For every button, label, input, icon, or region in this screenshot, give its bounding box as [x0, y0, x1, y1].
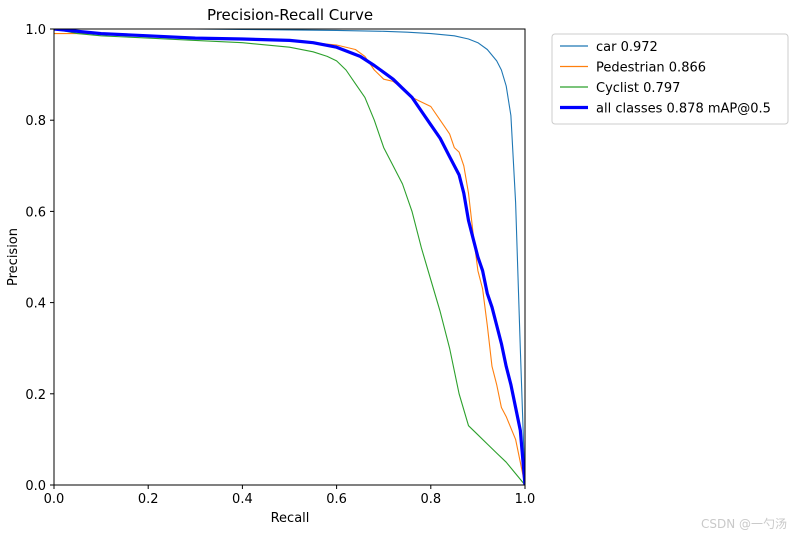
y-tick-label: 0.2 [25, 388, 46, 403]
y-tick-label: 0.4 [25, 297, 46, 312]
legend-label: Pedestrian 0.866 [596, 61, 706, 76]
x-tick-label: 0.8 [420, 492, 441, 507]
y-tick-label: 0.0 [25, 479, 46, 494]
series-line-3 [54, 29, 525, 485]
y-tick-label: 0.6 [25, 205, 46, 220]
y-axis-label: Precision [6, 228, 21, 286]
series-line-2 [54, 29, 525, 485]
legend-label: Cyclist 0.797 [596, 81, 680, 96]
legend-box [551, 33, 789, 125]
y-tick-label: 0.8 [25, 114, 46, 129]
axes-layer: 0.0 0.2 0.4 0.6 0.8 1.0 0.0 0.2 0.4 0.6 0.8 1.0 [25, 23, 535, 507]
y-tick-label: 1.0 [25, 23, 46, 38]
x-axis-label: Recall [271, 511, 310, 526]
plot-frame [53, 28, 526, 486]
x-tick-label: 0.0 [44, 492, 65, 507]
legend-label: car 0.972 [596, 40, 658, 55]
x-tick-label: 0.4 [232, 492, 253, 507]
legend: car 0.972 Pedestrian 0.866 Cyclist 0.797 al… [551, 33, 789, 125]
watermark: CSDN @一勺汤 [700, 517, 787, 531]
x-tick-label: 0.2 [138, 492, 159, 507]
x-tick-label: 1.0 [515, 492, 536, 507]
chart-title: Precision-Recall Curve [207, 6, 373, 24]
legend-label: all classes 0.878 mAP@0.5 [596, 102, 771, 117]
x-tick-label: 0.6 [326, 492, 347, 507]
